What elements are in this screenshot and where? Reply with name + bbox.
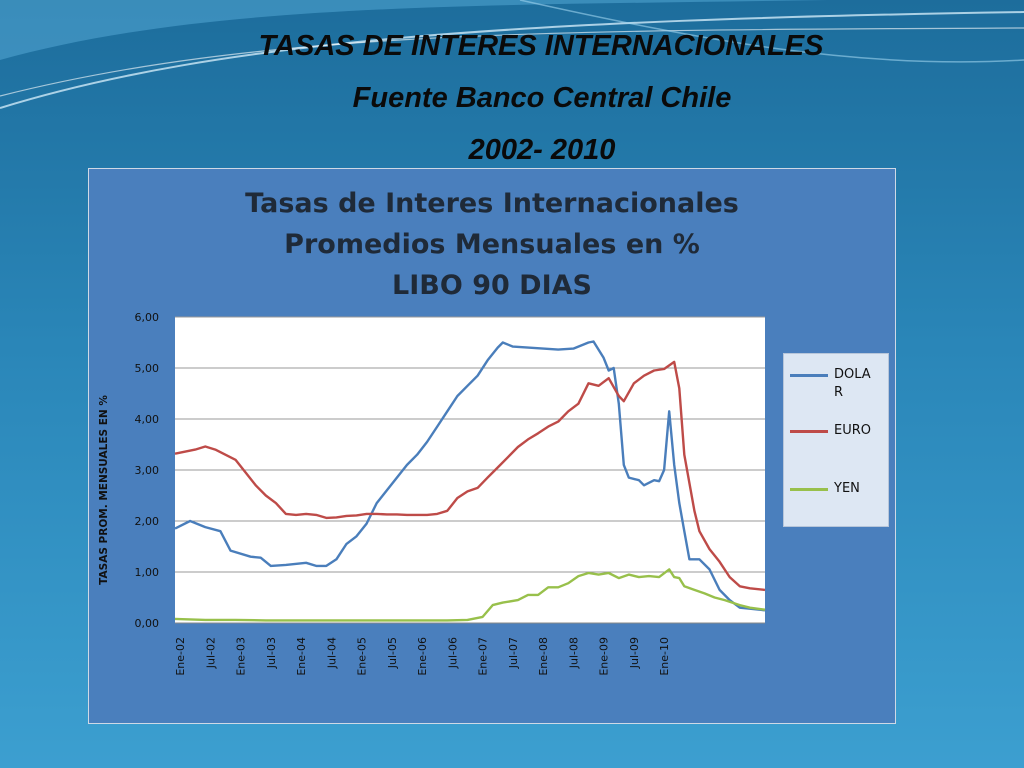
x-tick-label: Jul-03 bbox=[265, 637, 278, 669]
y-tick-label: 4,00 bbox=[135, 413, 160, 426]
line-chart: 0,00 1,00 2,00 3,00 4,00 5,00 6,00 Ene-02 Jul-02… bbox=[98, 311, 766, 676]
y-tick-label: 2,00 bbox=[135, 515, 160, 528]
chart-title-line-3: LIBO 90 DIAS bbox=[392, 270, 592, 301]
chart-title: Tasas de Interes Internacionales Promedi… bbox=[89, 183, 895, 306]
x-tick-label: Ene-04 bbox=[295, 637, 308, 676]
y-tick-label: 0,00 bbox=[135, 617, 160, 630]
x-tick-label: Jul-06 bbox=[446, 637, 459, 669]
legend-swatch-dolar bbox=[790, 374, 828, 377]
slide-header: TASAS DE INTERES INTERNACIONALES Fuente … bbox=[0, 20, 1024, 176]
chart-title-line-2: Promedios Mensuales en % bbox=[284, 229, 700, 260]
chart-title-line-1: Tasas de Interes Internacionales bbox=[245, 188, 739, 219]
x-tick-label: Jul-05 bbox=[386, 637, 399, 669]
legend-item-euro: EURO bbox=[790, 422, 882, 440]
y-tick-label: 6,00 bbox=[135, 311, 160, 324]
x-tick-label: Ene-07 bbox=[477, 637, 490, 676]
slide-period: 2002- 2010 bbox=[468, 134, 616, 166]
legend-label-dolar: DOLA R bbox=[834, 367, 871, 400]
legend-label-euro: EURO bbox=[834, 423, 871, 438]
legend-item-yen: YEN bbox=[790, 480, 882, 498]
y-tick-label: 5,00 bbox=[135, 362, 160, 375]
y-axis-label: TASAS PROM. MENSUALES EN % bbox=[98, 395, 110, 585]
x-tick-label: Jul-02 bbox=[204, 637, 217, 669]
chart-legend: DOLA R EURO YEN bbox=[783, 353, 889, 527]
x-tick-label: Ene-10 bbox=[658, 637, 671, 676]
y-tick-label: 3,00 bbox=[135, 464, 160, 477]
chart-frame: Tasas de Interes Internacionales Promedi… bbox=[88, 168, 896, 724]
x-tick-label: Jul-07 bbox=[507, 637, 520, 669]
y-tick-label: 1,00 bbox=[135, 566, 160, 579]
x-tick-label: Jul-08 bbox=[567, 637, 580, 669]
legend-label-yen: YEN bbox=[834, 481, 860, 496]
x-tick-label: Jul-09 bbox=[628, 637, 641, 669]
x-tick-label: Ene-08 bbox=[537, 637, 550, 676]
legend-item-dolar: DOLA R bbox=[790, 366, 882, 402]
header-swoosh-decoration bbox=[0, 0, 1024, 109]
series-line-dolar bbox=[174, 340, 766, 612]
x-tick-label: Ene-06 bbox=[416, 637, 429, 676]
legend-swatch-euro bbox=[790, 430, 828, 433]
slide-source: Fuente Banco Central Chile bbox=[352, 82, 732, 114]
series-line-yen bbox=[174, 568, 766, 622]
series-line-euro bbox=[174, 360, 766, 592]
x-tick-label: Jul-04 bbox=[325, 637, 338, 669]
x-tick-label: Ene-09 bbox=[598, 637, 611, 676]
x-tick-label: Ene-02 bbox=[174, 637, 187, 676]
slide-title: TASAS DE INTERES INTERNACIONALES bbox=[258, 30, 824, 62]
x-tick-label: Ene-05 bbox=[356, 637, 369, 676]
legend-swatch-yen bbox=[790, 488, 828, 491]
x-tick-label: Ene-03 bbox=[235, 637, 248, 676]
